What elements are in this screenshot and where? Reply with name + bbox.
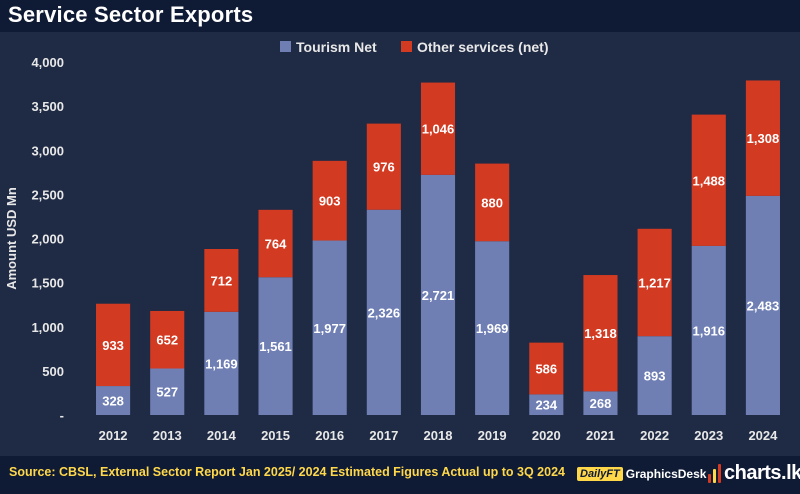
bar-other-2020 [529, 342, 564, 395]
bar-other-2023 [691, 114, 726, 246]
y-tick-label: 2,500 [31, 187, 64, 202]
bar-tourism-2021 [583, 391, 618, 415]
data-label-tourism: 1,977 [313, 321, 346, 336]
bar-tourism-2018 [420, 174, 456, 415]
y-tick-label: 1,000 [31, 320, 64, 335]
data-label-tourism: 893 [644, 369, 666, 384]
bar-chart-icon [708, 463, 722, 483]
bar-other-2013 [150, 310, 185, 369]
x-tick-label: 2016 [315, 428, 344, 443]
bar-tourism-2020 [529, 394, 564, 415]
bar-other-2012 [96, 303, 131, 387]
y-tick-label: - [60, 408, 64, 423]
x-tick-label: 2022 [640, 428, 669, 443]
data-label-other: 1,318 [584, 326, 617, 341]
bar-tourism-2024 [745, 195, 780, 415]
data-label-other: 712 [211, 273, 233, 288]
data-label-tourism: 1,916 [692, 323, 725, 338]
bar-other-2021 [583, 275, 618, 392]
data-label-tourism: 2,326 [368, 305, 401, 320]
charts-lk-label: charts.lk [724, 461, 800, 484]
header-bar: Service Sector Exports [0, 0, 800, 32]
data-label-tourism: 1,169 [205, 356, 238, 371]
data-label-other: 1,308 [747, 131, 780, 146]
charts-lk-brand: charts.lk [708, 460, 800, 486]
bar-tourism-2012 [96, 386, 131, 415]
bar-other-2022 [637, 228, 672, 337]
bar-other-2016 [312, 160, 347, 241]
bar-tourism-2014 [204, 311, 239, 415]
data-label-tourism: 527 [156, 385, 178, 400]
x-tick-label: 2013 [153, 428, 182, 443]
page-title: Service Sector Exports [8, 2, 254, 27]
dailyft-logo: DailyFT [577, 467, 623, 481]
x-tick-label: 2015 [261, 428, 290, 443]
data-label-other: 1,046 [422, 122, 455, 137]
x-tick-label: 2020 [532, 428, 561, 443]
y-tick-label: 1,500 [31, 276, 64, 291]
source-note: Source: CBSL, External Sector Report Jan… [9, 465, 565, 479]
y-tick-label: 2,000 [31, 232, 64, 247]
bar-tourism-2019 [475, 241, 510, 415]
bar-other-2015 [258, 209, 293, 278]
bar-tourism-2015 [258, 277, 293, 415]
legend-label-other: Other services (net) [417, 39, 549, 55]
x-tick-label: 2018 [424, 428, 453, 443]
bar-tourism-2023 [691, 245, 726, 415]
data-label-other: 976 [373, 160, 395, 175]
data-label-other: 880 [481, 195, 503, 210]
y-tick-label: 4,000 [31, 55, 64, 70]
data-label-other: 1,217 [638, 275, 671, 290]
bar-other-2024 [745, 80, 780, 196]
bar-tourism-2017 [366, 209, 401, 415]
x-tick-label: 2019 [478, 428, 507, 443]
x-tick-label: 2023 [694, 428, 723, 443]
legend-swatch-tourism [280, 41, 291, 52]
data-label-tourism: 234 [535, 398, 557, 413]
legend-label-tourism: Tourism Net [296, 39, 377, 55]
y-tick-label: 3,000 [31, 143, 64, 158]
y-tick-label: 500 [42, 364, 64, 379]
bar-other-2017 [366, 123, 401, 210]
x-tick-label: 2024 [748, 428, 778, 443]
graphicsdesk-brand: DailyFT GraphicsDesk [577, 465, 706, 483]
footer-bar: Source: CBSL, External Sector Report Jan… [0, 456, 800, 494]
data-label-other: 652 [156, 333, 178, 348]
data-label-other: 1,488 [692, 173, 725, 188]
graphicsdesk-label: GraphicsDesk [625, 467, 707, 481]
bar-other-2019 [475, 163, 510, 242]
data-label-tourism: 268 [590, 396, 612, 411]
x-tick-label: 2017 [369, 428, 398, 443]
y-tick-label: 3,500 [31, 99, 64, 114]
x-tick-label: 2021 [586, 428, 615, 443]
data-label-tourism: 1,561 [259, 339, 292, 354]
data-label-other: 586 [535, 361, 557, 376]
bar-tourism-2013 [150, 368, 185, 415]
data-label-tourism: 2,721 [422, 288, 455, 303]
bar-other-2014 [204, 249, 239, 312]
data-label-other: 903 [319, 194, 341, 209]
bar-other-2018 [420, 82, 456, 175]
data-label-tourism: 328 [102, 394, 124, 409]
x-tick-label: 2012 [99, 428, 128, 443]
data-label-tourism: 1,969 [476, 321, 509, 336]
data-label-other: 764 [265, 237, 287, 252]
bar-tourism-2016 [312, 240, 347, 415]
stacked-bar-chart: Tourism Net Other services (net) Amount US… [4, 39, 780, 443]
x-tick-label: 2014 [207, 428, 237, 443]
data-label-tourism: 2,483 [747, 298, 780, 313]
data-label-other: 933 [102, 338, 124, 353]
y-axis-label: Amount USD Mn [4, 187, 19, 290]
bar-tourism-2022 [637, 336, 672, 415]
legend-swatch-other [401, 41, 412, 52]
